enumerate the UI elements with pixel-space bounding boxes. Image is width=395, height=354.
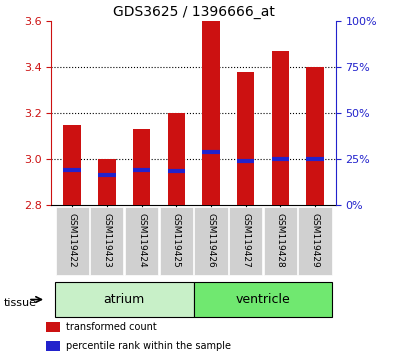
Bar — [202, 21, 220, 205]
Text: transformed count: transformed count — [66, 322, 157, 332]
Text: GSM119423: GSM119423 — [102, 213, 111, 268]
Text: GSM119422: GSM119422 — [68, 213, 77, 268]
FancyBboxPatch shape — [160, 207, 193, 275]
Text: GSM119425: GSM119425 — [172, 213, 181, 268]
Text: GSM119426: GSM119426 — [207, 213, 215, 268]
Text: ventricle: ventricle — [235, 293, 290, 306]
Text: GSM119427: GSM119427 — [241, 213, 250, 268]
FancyBboxPatch shape — [55, 282, 194, 316]
Text: percentile rank within the sample: percentile rank within the sample — [66, 341, 231, 351]
FancyBboxPatch shape — [194, 207, 228, 275]
Title: GDS3625 / 1396666_at: GDS3625 / 1396666_at — [113, 5, 275, 19]
Bar — [167, 113, 185, 205]
Bar — [133, 130, 150, 205]
FancyBboxPatch shape — [56, 207, 89, 275]
Text: GSM119424: GSM119424 — [137, 213, 146, 268]
FancyBboxPatch shape — [229, 207, 262, 275]
Bar — [306, 67, 324, 205]
Bar — [64, 125, 81, 205]
FancyBboxPatch shape — [125, 207, 158, 275]
Bar — [98, 159, 115, 205]
FancyBboxPatch shape — [194, 282, 332, 316]
FancyBboxPatch shape — [298, 207, 331, 275]
Text: GSM119429: GSM119429 — [310, 213, 320, 268]
Bar — [272, 51, 289, 205]
FancyBboxPatch shape — [263, 207, 297, 275]
Bar — [46, 341, 60, 351]
Text: atrium: atrium — [103, 293, 145, 306]
Text: tissue: tissue — [4, 298, 37, 308]
Bar — [237, 72, 254, 205]
Text: GSM119428: GSM119428 — [276, 213, 285, 268]
FancyBboxPatch shape — [90, 207, 124, 275]
Bar — [46, 322, 60, 332]
